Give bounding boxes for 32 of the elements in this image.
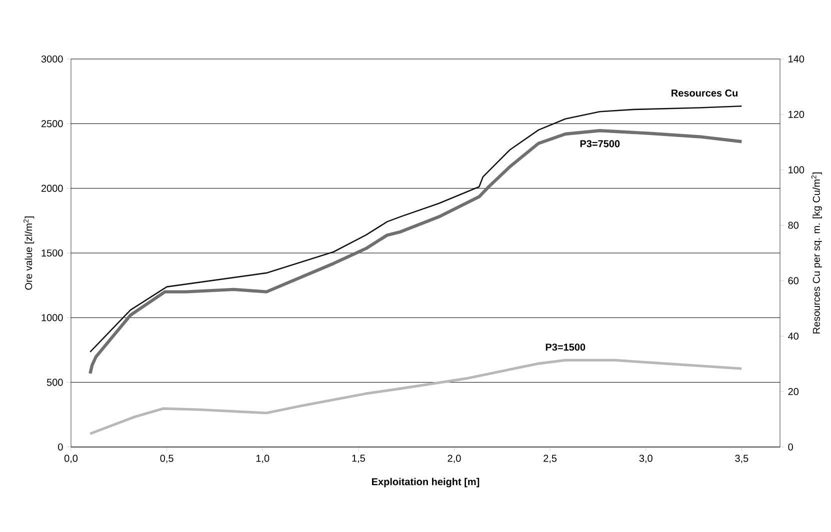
x-tick-label: 2,5 xyxy=(544,454,557,464)
line-series xyxy=(90,105,742,353)
y-axis-title: Ore value [zl/m$^{2}$] xyxy=(24,216,34,290)
y2-tick-label: 120 xyxy=(788,110,804,118)
y-tick-label: 3000 xyxy=(41,55,63,63)
y-tick-label: 2500 xyxy=(41,120,63,128)
x-tick-label: 3,5 xyxy=(735,454,748,464)
y-tick-label: 0 xyxy=(58,443,63,451)
series-label: P3=7500 xyxy=(580,140,620,148)
x-tick-label: 3,0 xyxy=(639,454,652,464)
y2-tick-label: 0 xyxy=(788,443,793,451)
x-tick-label: 1,5 xyxy=(352,454,365,463)
y-tick-label: 1000 xyxy=(42,314,63,322)
y2-tick-label: 40 xyxy=(788,332,799,340)
y2-tick-label: 140 xyxy=(788,55,804,63)
y-tick-label: 500 xyxy=(46,378,63,386)
y2-tick-label: 20 xyxy=(788,388,799,396)
series-label: Resources Cu xyxy=(672,89,738,97)
x-axis-title: Exploitation height [m] xyxy=(372,478,480,488)
line-series xyxy=(88,129,744,376)
x-tick-label: 2,0 xyxy=(448,454,461,464)
x-tick-label: 0,5 xyxy=(160,454,174,464)
series-label: P3=1500 xyxy=(546,344,586,351)
x-tick-label: 1,0 xyxy=(256,454,270,464)
y2-tick-label: 100 xyxy=(788,166,804,174)
x-tick-label: 0,0 xyxy=(64,454,78,464)
y2-axis-title: Resources Cu per sq. m. [kg Cu/m$^{2}$] xyxy=(811,172,822,334)
y-tick-label: 1500 xyxy=(42,249,63,257)
y2-tick-label: 60 xyxy=(788,277,799,284)
y-tick-label: 2000 xyxy=(41,184,63,192)
line-series xyxy=(88,358,743,435)
y2-tick-label: 80 xyxy=(788,222,799,229)
